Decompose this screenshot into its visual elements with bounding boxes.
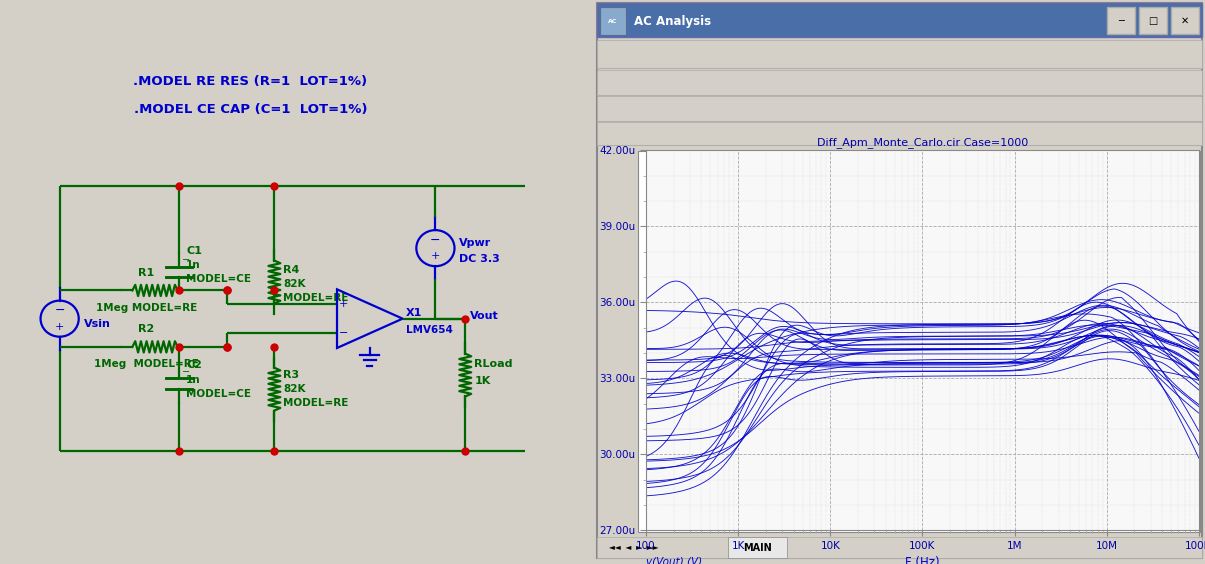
Text: ◄◄  ◄  ►  ►►: ◄◄ ◄ ► ►► <box>610 543 662 552</box>
Text: LMV654: LMV654 <box>406 325 453 335</box>
Text: +: + <box>55 321 64 332</box>
Text: AC Analysis: AC Analysis <box>634 15 711 28</box>
FancyBboxPatch shape <box>1171 7 1199 34</box>
Text: 82K: 82K <box>283 279 306 289</box>
Text: MODEL=RE: MODEL=RE <box>283 398 348 408</box>
FancyBboxPatch shape <box>1139 7 1168 34</box>
Text: 1n: 1n <box>186 260 201 270</box>
Text: Vpwr: Vpwr <box>459 237 492 248</box>
Text: +: + <box>339 299 348 309</box>
FancyBboxPatch shape <box>598 537 1201 558</box>
Text: −: − <box>339 328 348 338</box>
Text: X1: X1 <box>406 308 422 318</box>
FancyBboxPatch shape <box>1107 7 1135 34</box>
Text: −: − <box>182 367 190 377</box>
Text: .MODEL RE RES (R=1  LOT=1%): .MODEL RE RES (R=1 LOT=1%) <box>134 75 368 89</box>
Text: MODEL=CE: MODEL=CE <box>186 274 251 284</box>
Text: R2: R2 <box>139 324 154 334</box>
X-axis label: F (Hz): F (Hz) <box>905 556 940 564</box>
Text: MODEL=RE: MODEL=RE <box>283 293 348 303</box>
Text: MODEL=CE: MODEL=CE <box>186 389 251 399</box>
Text: ✕: ✕ <box>1181 16 1189 26</box>
Text: 82K: 82K <box>283 384 306 394</box>
Text: AC: AC <box>609 19 618 24</box>
FancyBboxPatch shape <box>598 69 1201 95</box>
Text: 1K: 1K <box>475 376 490 386</box>
Text: −: − <box>54 304 65 318</box>
Text: C1: C1 <box>186 246 202 256</box>
Text: R4: R4 <box>283 265 300 275</box>
FancyBboxPatch shape <box>598 122 1201 144</box>
Text: 1n: 1n <box>186 374 201 385</box>
FancyBboxPatch shape <box>598 3 1201 558</box>
Text: Vout: Vout <box>470 311 499 321</box>
FancyBboxPatch shape <box>598 3 1201 37</box>
Text: .MODEL CE CAP (C=1  LOT=1%): .MODEL CE CAP (C=1 LOT=1%) <box>134 103 368 117</box>
FancyBboxPatch shape <box>729 537 787 558</box>
Text: −: − <box>182 255 190 265</box>
Text: 1Meg  MODEL=RE: 1Meg MODEL=RE <box>94 359 199 369</box>
Text: R1: R1 <box>139 268 154 278</box>
FancyBboxPatch shape <box>598 40 1201 68</box>
Title: Diff_Apm_Monte_Carlo.cir Case=1000: Diff_Apm_Monte_Carlo.cir Case=1000 <box>817 136 1028 148</box>
Text: RLoad: RLoad <box>475 359 512 369</box>
Text: □: □ <box>1148 16 1158 26</box>
Text: R3: R3 <box>283 370 300 380</box>
Text: C2: C2 <box>186 360 202 371</box>
FancyBboxPatch shape <box>598 96 1201 121</box>
Text: DC 3.3: DC 3.3 <box>459 254 500 265</box>
Text: ─: ─ <box>1118 16 1124 26</box>
Text: Vsin: Vsin <box>83 319 111 329</box>
Text: MAIN: MAIN <box>743 543 772 553</box>
Text: v(Vout) (V): v(Vout) (V) <box>646 557 703 564</box>
Text: +: + <box>430 251 440 261</box>
Text: 1Meg MODEL=RE: 1Meg MODEL=RE <box>95 303 196 313</box>
FancyBboxPatch shape <box>601 8 624 34</box>
FancyBboxPatch shape <box>639 151 1200 532</box>
Text: −: − <box>430 233 441 247</box>
